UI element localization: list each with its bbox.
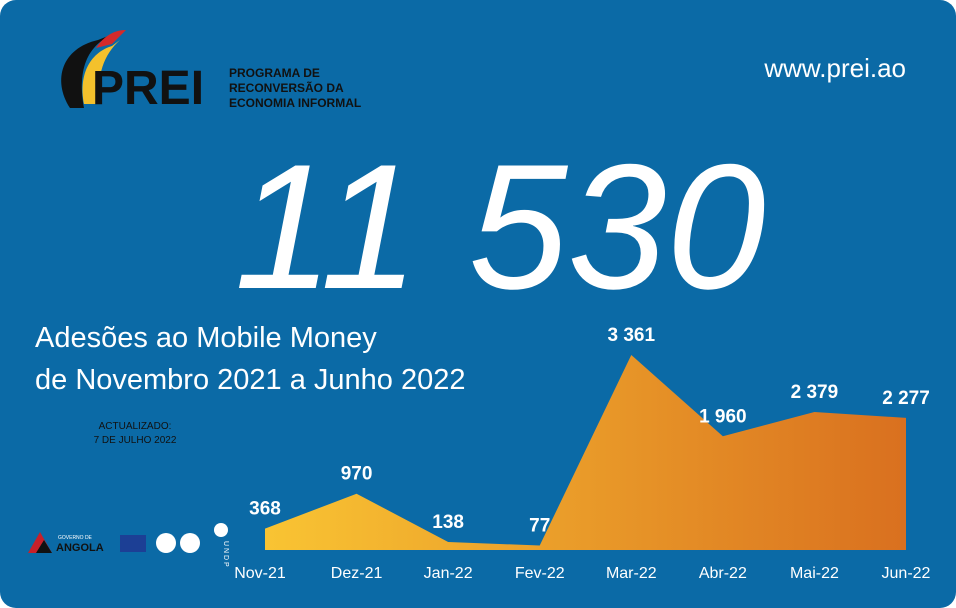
website: www.prei.ao	[763, 53, 906, 83]
area	[265, 355, 906, 550]
x-tick-label: Mar-22	[606, 565, 657, 582]
data-label: 77	[529, 516, 550, 537]
partner-logos	[28, 523, 228, 553]
updated: 7 DE JULHO 2022	[94, 435, 177, 446]
footer-text: ANGOLA	[56, 542, 104, 554]
program-line: RECONVERSÃO DA	[229, 80, 344, 95]
data-label: 970	[341, 464, 373, 485]
headline: 11 530	[234, 127, 765, 326]
logo-text: PREI	[92, 62, 204, 115]
program-line: PROGRAMA DE	[229, 66, 320, 80]
data-label: 138	[432, 512, 464, 533]
data-label: 368	[249, 499, 281, 520]
footer-text: U N D P	[222, 541, 229, 567]
x-tick-label: Mai-22	[790, 565, 839, 582]
x-tick-label: Nov-21	[234, 565, 286, 582]
x-tick-label: Jun-22	[882, 565, 931, 582]
data-label: 1 960	[699, 406, 747, 427]
x-tick-label: Abr-22	[699, 565, 747, 582]
program-line: ECONOMIA INFORMAL	[229, 96, 361, 110]
subtitle: Adesões ao Mobile Money	[35, 322, 377, 354]
footer-text: GOVERNO DE	[58, 535, 93, 541]
x-tick-label: Dez-21	[331, 565, 383, 582]
logo-mark	[61, 30, 126, 108]
data-label: 2 277	[882, 388, 930, 409]
updated: ACTUALIZADO:	[99, 421, 172, 432]
area-chart: 368 Nov-21 970 Dez-21 138 Jan-22 77 Fev-22 3 361…	[234, 325, 930, 582]
data-label: 3 361	[608, 325, 656, 346]
subtitle: de Novembro 2021 a Junho 2022	[35, 364, 465, 396]
data-label: 2 379	[791, 382, 839, 403]
x-tick-label: Fev-22	[515, 565, 565, 582]
x-tick-label: Jan-22	[424, 565, 473, 582]
